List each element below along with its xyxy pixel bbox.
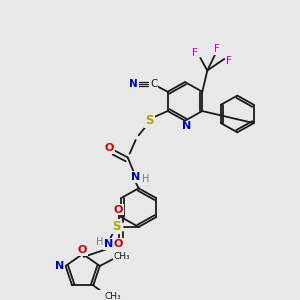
Text: N: N [182, 122, 192, 131]
Text: O: O [114, 239, 123, 249]
Text: O: O [105, 143, 114, 153]
Text: N: N [129, 79, 138, 89]
Text: S: S [146, 114, 154, 127]
Text: CH₃: CH₃ [105, 292, 122, 300]
Text: N: N [104, 239, 113, 249]
Text: F: F [192, 48, 198, 58]
Text: F: F [226, 56, 232, 66]
Text: CH₃: CH₃ [113, 252, 130, 261]
Text: H: H [142, 174, 149, 184]
Text: S: S [112, 220, 121, 233]
Text: O: O [114, 205, 123, 214]
Text: N: N [55, 261, 64, 271]
Text: N: N [131, 172, 140, 182]
Text: O: O [78, 245, 87, 255]
Text: H: H [96, 237, 103, 248]
Text: F: F [214, 44, 220, 54]
Text: C: C [150, 79, 158, 89]
